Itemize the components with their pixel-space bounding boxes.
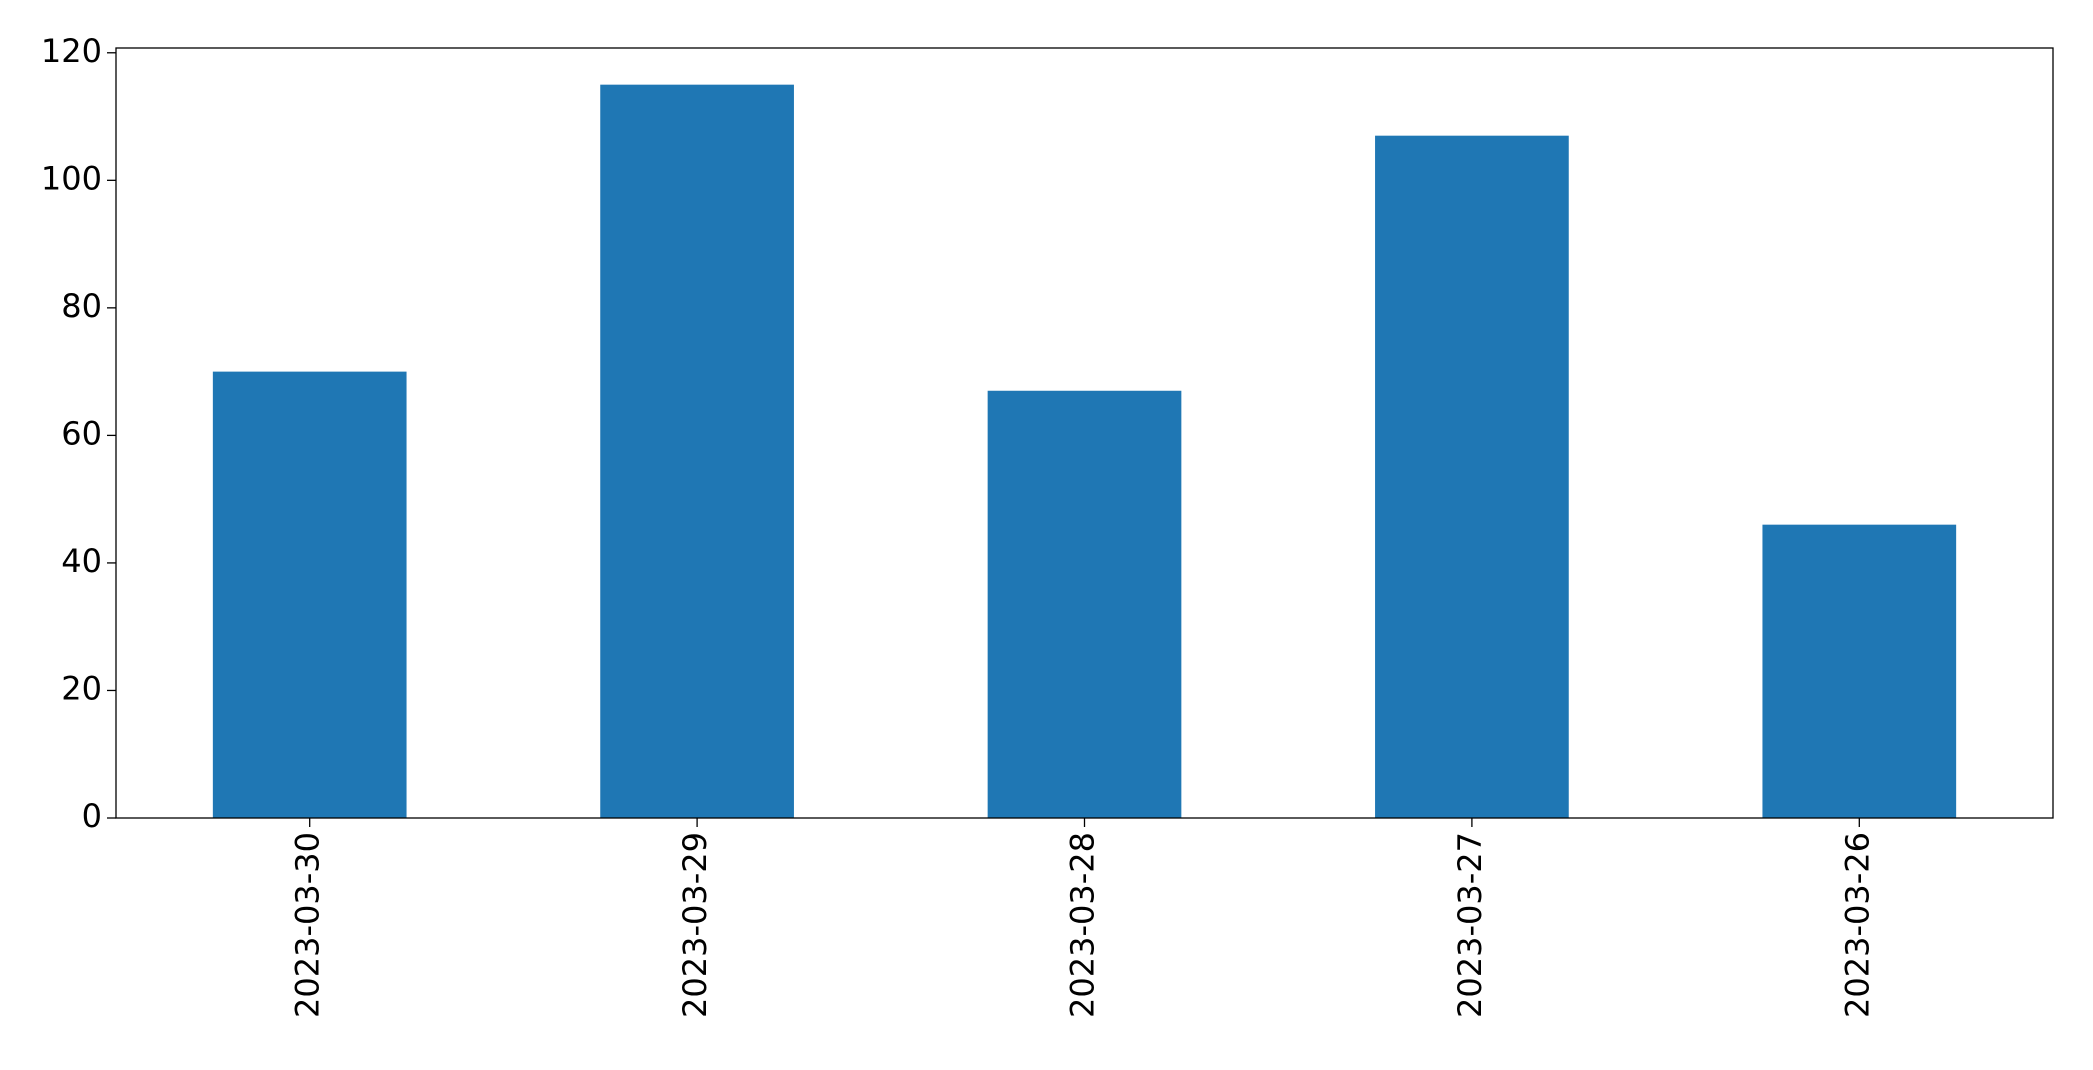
y-tick-label: 0 [82, 797, 102, 835]
bar [987, 390, 1182, 818]
axes-frame [115, 47, 2054, 819]
bar [600, 84, 794, 818]
y-tick-label: 80 [61, 287, 102, 325]
y-tick-label: 60 [61, 414, 102, 452]
x-tick-label: 2023-03-26 [1838, 832, 1876, 1018]
bar [212, 371, 407, 818]
y-tick-label: 20 [61, 669, 102, 707]
y-tick-label: 120 [41, 32, 102, 70]
x-tick-label: 2023-03-29 [676, 832, 714, 1018]
x-tick-label: 2023-03-30 [289, 832, 327, 1018]
y-tick-label: 40 [61, 542, 102, 580]
bar [1375, 135, 1569, 818]
x-tick-label: 2023-03-28 [1064, 832, 1102, 1018]
x-tick-label: 2023-03-27 [1451, 832, 1489, 1018]
bar [1762, 524, 1957, 818]
y-tick-label: 100 [41, 159, 102, 197]
